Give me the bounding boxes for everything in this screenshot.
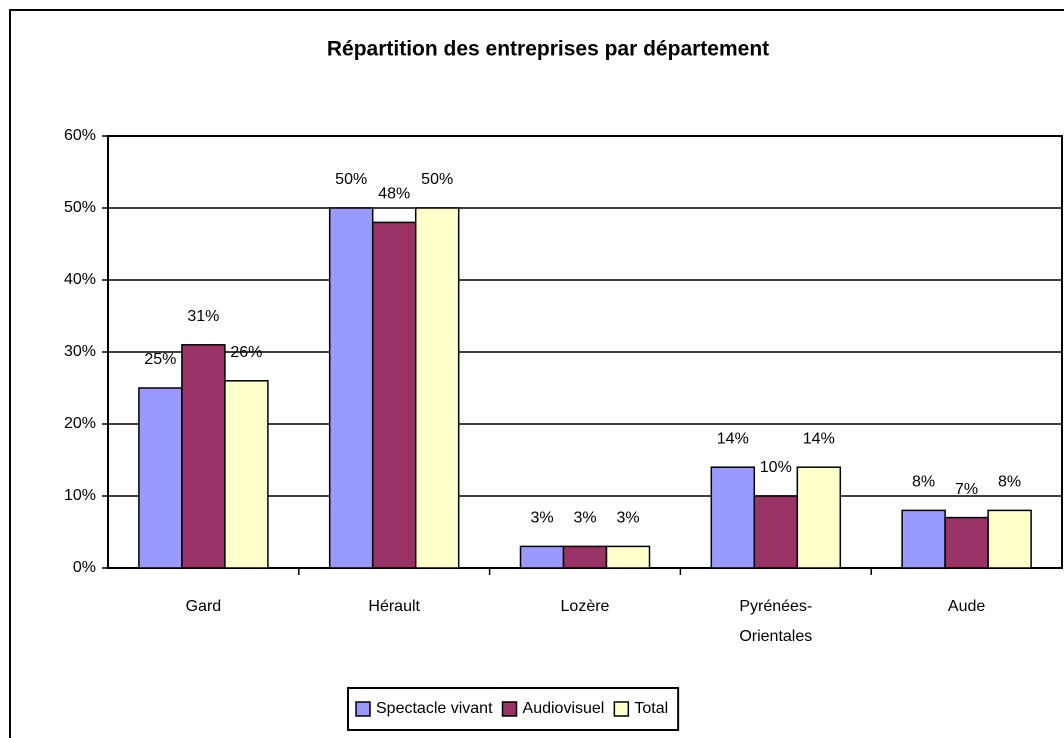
bar (987, 509, 1032, 569)
x-tick-label: Gard (185, 598, 222, 615)
bar (562, 545, 608, 569)
bar (796, 466, 842, 569)
data-label: 48% (378, 186, 410, 203)
data-label: 31% (187, 308, 219, 325)
bar (414, 207, 460, 569)
data-label: 3% (573, 510, 596, 527)
data-label: 14% (803, 430, 835, 447)
y-tick-label: 60% (64, 127, 96, 144)
data-label: 25% (144, 351, 176, 368)
y-tick-label: 10% (64, 487, 96, 504)
legend-swatch (613, 701, 630, 717)
bar (753, 495, 799, 569)
legend-swatch (501, 701, 518, 717)
legend-swatch (355, 701, 371, 717)
legend-label: Audiovisuel (523, 700, 605, 717)
data-label: 8% (998, 474, 1021, 491)
data-label: 3% (616, 510, 639, 527)
bar (371, 221, 417, 569)
bar (224, 380, 269, 569)
bar (605, 545, 651, 569)
x-tick-label: Hérault (368, 598, 420, 615)
bar (138, 387, 183, 569)
y-tick-label: 50% (64, 199, 96, 216)
bar (328, 207, 374, 569)
y-tick-label: 40% (64, 271, 96, 288)
data-label: 10% (760, 459, 792, 476)
y-tick-label: 20% (64, 415, 96, 432)
data-label: 50% (335, 171, 367, 188)
data-label: 50% (421, 171, 453, 188)
x-tick-label: Aude (947, 598, 986, 615)
y-tick-label: 0% (73, 559, 96, 576)
y-tick-label: 30% (64, 343, 96, 360)
bar (944, 516, 989, 569)
bar (181, 344, 226, 569)
legend-label: Total (634, 700, 668, 717)
data-label: 14% (717, 430, 749, 447)
x-tick-label: Pyrénées-Orientales (739, 598, 813, 645)
chart-title: Répartition des entreprises par départem… (327, 38, 769, 61)
legend-label: Spectacle vivant (376, 700, 493, 717)
bar (519, 545, 565, 569)
x-tick-label: Lozère (560, 598, 610, 615)
bar (710, 466, 756, 569)
data-label: 26% (230, 344, 262, 361)
data-label: 7% (955, 481, 978, 498)
bar (901, 509, 946, 569)
data-label: 3% (530, 510, 553, 527)
data-label: 8% (912, 474, 935, 491)
